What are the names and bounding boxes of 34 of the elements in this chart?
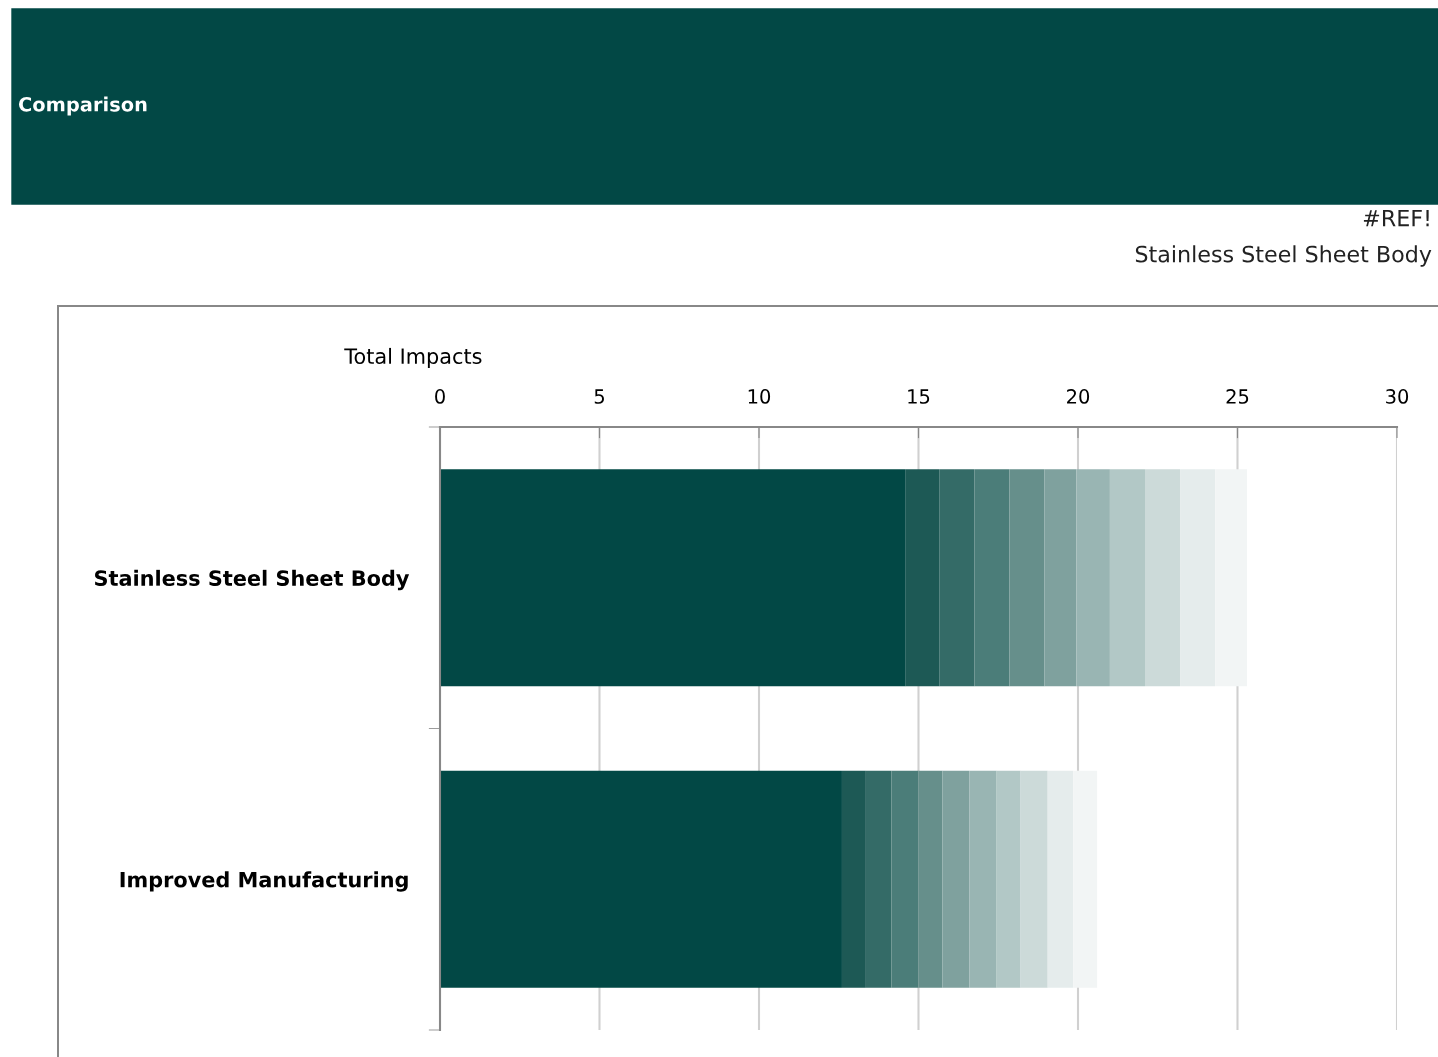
bar xyxy=(865,770,892,988)
bar xyxy=(1144,469,1181,687)
x-tick-label: 10 xyxy=(748,389,771,404)
x-tick-label: 0 xyxy=(435,389,445,404)
bar xyxy=(1109,469,1145,687)
y-tick-label: Improved Manufacturing xyxy=(120,871,408,892)
bar xyxy=(440,469,906,687)
bar xyxy=(974,469,1010,687)
bar xyxy=(1009,469,1045,687)
bar xyxy=(1215,469,1248,687)
x-tick-label: 30 xyxy=(1386,389,1409,404)
x-tick-label: 25 xyxy=(1226,389,1249,404)
bar xyxy=(1076,469,1110,687)
bar xyxy=(1020,770,1048,988)
x-axis-title: Total Impacts xyxy=(344,347,482,369)
x-tick-label: 20 xyxy=(1067,389,1090,404)
bar xyxy=(891,770,919,988)
text: Comparison xyxy=(18,96,147,116)
bar xyxy=(1073,770,1098,988)
bar xyxy=(942,770,970,988)
text: #REF! xyxy=(1363,209,1429,227)
bar xyxy=(969,770,997,988)
bar xyxy=(996,770,1021,988)
bar xyxy=(1180,469,1216,687)
bar xyxy=(905,469,940,687)
x-tick-label: 15 xyxy=(908,389,930,404)
bar xyxy=(841,770,866,988)
text: Stainless Steel Sheet Body xyxy=(1135,245,1432,267)
bar xyxy=(1044,469,1077,687)
x-tick-label: 5 xyxy=(594,389,604,404)
bar xyxy=(440,770,842,988)
bar xyxy=(939,469,975,687)
bar xyxy=(1047,770,1074,988)
bar xyxy=(918,770,943,988)
